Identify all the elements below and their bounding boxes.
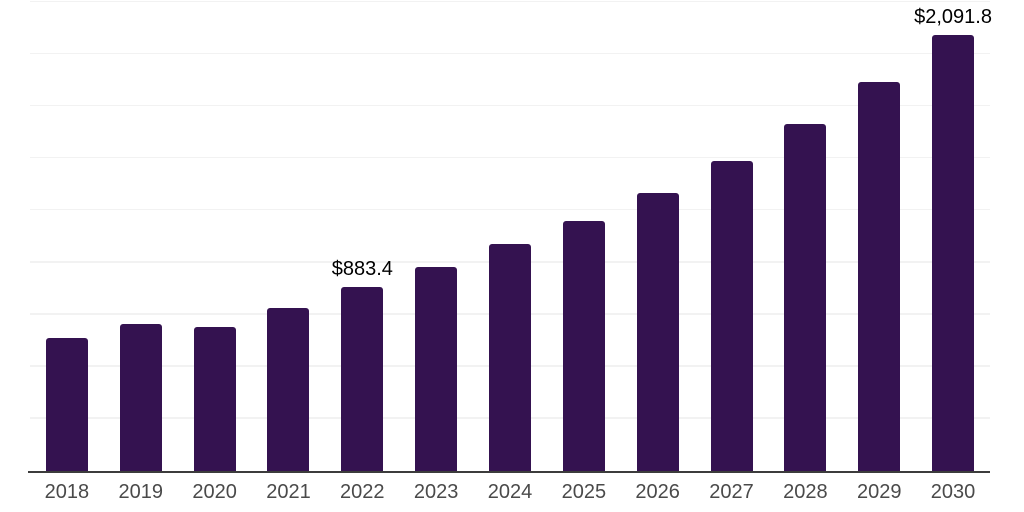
- bar: [193, 326, 236, 471]
- x-axis-label: 2019: [118, 481, 164, 503]
- x-axis-label: 2030: [930, 481, 976, 503]
- bar: [710, 161, 753, 471]
- bar: [45, 338, 88, 471]
- bar-slot: [621, 2, 695, 471]
- x-axis-label: 2025: [561, 481, 607, 503]
- bar: [119, 324, 162, 471]
- bar-slot: $2,091.8: [914, 2, 992, 471]
- bar-slot: [842, 2, 916, 471]
- x-axis-label: 2023: [413, 481, 459, 503]
- x-axis-line: [28, 471, 990, 473]
- bar-slot: [547, 2, 621, 471]
- bar: [488, 244, 531, 471]
- bar-slot: [252, 2, 326, 471]
- x-axis-label: 2028: [783, 481, 828, 503]
- bars-container: $883.4 $2,091.8: [30, 2, 992, 471]
- bar-value-label: $2,091.8: [914, 5, 992, 28]
- x-axis-label: 2027: [709, 481, 754, 503]
- x-axis-label: 2026: [635, 481, 680, 503]
- bar: [784, 123, 827, 471]
- bar-slot: [178, 2, 252, 471]
- bar: [415, 266, 458, 471]
- bar: [267, 308, 310, 471]
- bar-slot: $883.4: [325, 2, 399, 471]
- gridline: [30, 0, 990, 2]
- bar-value-label: $883.4: [331, 257, 393, 280]
- x-axis-label: 2021: [266, 481, 311, 503]
- bar: [932, 34, 975, 471]
- bar-slot: [104, 2, 178, 471]
- bar-slot: [768, 2, 842, 471]
- x-axis-label: 2020: [192, 481, 237, 503]
- bar-slot: [399, 2, 473, 471]
- x-axis-label: 2029: [856, 481, 902, 503]
- bar-slot: [695, 2, 769, 471]
- gridline: [30, 52, 990, 55]
- x-axis-label: 2018: [44, 481, 90, 503]
- bar: [636, 192, 679, 471]
- gridline: [30, 156, 990, 159]
- plot-area: $883.4 $2,091.8: [30, 0, 992, 471]
- bar: [341, 286, 384, 471]
- gridline: [30, 104, 990, 107]
- bar: [858, 82, 901, 471]
- x-axis-label: 2024: [487, 481, 533, 503]
- bar: [562, 221, 605, 471]
- x-axis-label: 2022: [340, 481, 385, 503]
- x-axis-labels: 2018 2019 2020 2021 2022 2023 2024 2025 2026 2027…: [30, 482, 990, 502]
- bar-slot: [473, 2, 547, 471]
- gridline: [30, 208, 990, 211]
- bar-slot: [30, 2, 104, 471]
